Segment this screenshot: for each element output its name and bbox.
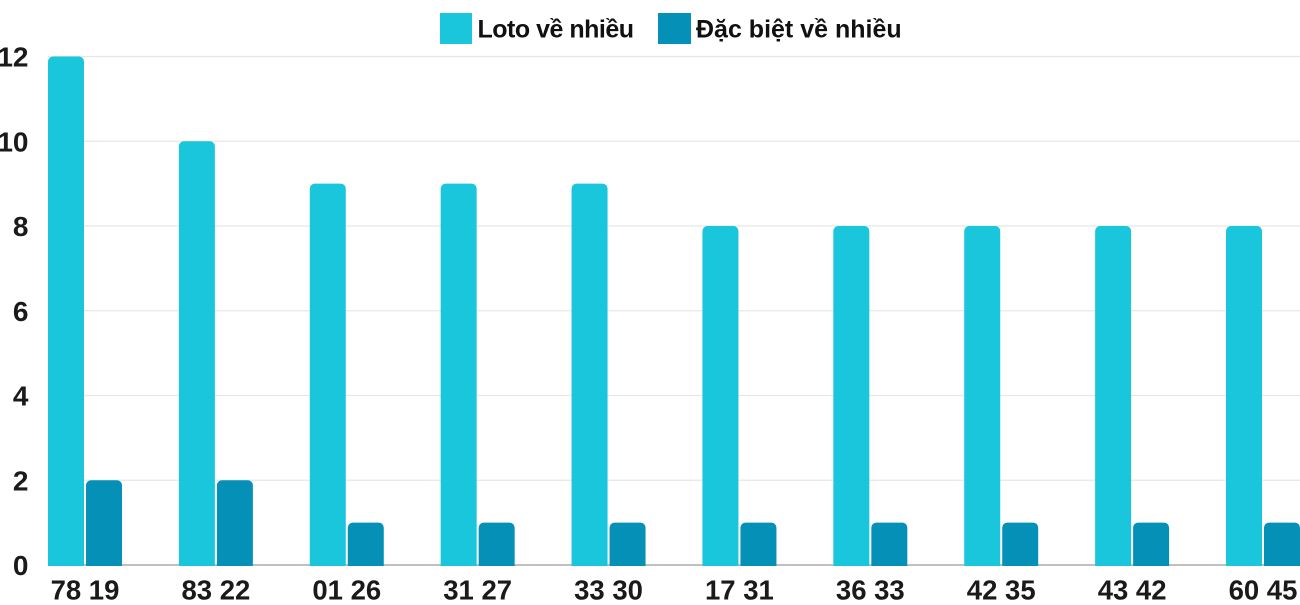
svg-text:83 22: 83 22 [181,575,250,601]
svg-text:33 30: 33 30 [574,575,643,601]
svg-text:36 33: 36 33 [836,575,905,601]
svg-text:2: 2 [13,465,29,496]
svg-text:10: 10 [0,126,29,157]
svg-text:8: 8 [13,211,29,242]
svg-text:12: 12 [0,42,29,73]
svg-text:78 19: 78 19 [51,575,120,601]
svg-text:4: 4 [13,381,29,412]
svg-text:6: 6 [13,296,29,327]
svg-text:01 26: 01 26 [312,575,381,601]
svg-text:0: 0 [13,550,29,581]
svg-text:Loto về nhiều: Loto về nhiều [478,16,634,44]
svg-text:17 31: 17 31 [705,575,774,601]
svg-text:43 42: 43 42 [1098,575,1167,601]
svg-text:42 35: 42 35 [967,575,1036,601]
svg-text:31 27: 31 27 [443,575,512,601]
svg-text:60 45: 60 45 [1229,575,1298,601]
svg-text:Đặc biệt về nhiều: Đặc biệt về nhiều [696,16,902,44]
